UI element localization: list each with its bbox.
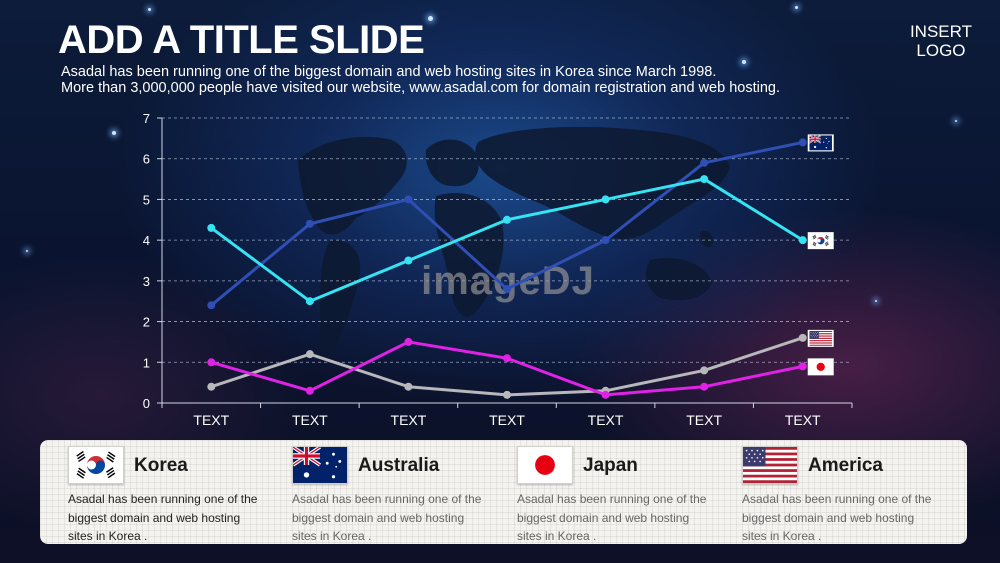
country-name: Korea bbox=[134, 455, 188, 476]
slide-title: ADD A TITLE SLIDE bbox=[58, 18, 425, 62]
flag-japan-icon bbox=[517, 446, 573, 484]
flag-japan-icon bbox=[809, 359, 832, 375]
data-point-korea bbox=[305, 297, 314, 306]
data-point-korea bbox=[700, 175, 709, 184]
data-point-korea bbox=[798, 236, 807, 245]
star-decoration bbox=[742, 60, 746, 64]
world-map-background bbox=[298, 126, 730, 360]
country-name: Japan bbox=[583, 455, 638, 476]
data-point-australia bbox=[601, 236, 610, 245]
star-decoration bbox=[26, 250, 28, 252]
data-point-america bbox=[305, 350, 314, 359]
data-point-japan bbox=[305, 386, 314, 395]
star-decoration bbox=[875, 300, 877, 302]
y-tick-label: 1 bbox=[143, 355, 150, 370]
flag-america-icon bbox=[742, 446, 798, 484]
data-point-japan bbox=[700, 382, 709, 391]
legend-panel: Korea Asadal has been running one of the … bbox=[40, 440, 967, 544]
country-name: Australia bbox=[358, 455, 440, 476]
star-decoration bbox=[428, 16, 433, 21]
x-tick-label: TEXT bbox=[193, 412, 229, 428]
data-point-australia bbox=[305, 219, 314, 228]
x-tick-label: TEXT bbox=[785, 412, 821, 428]
y-tick-label: 5 bbox=[143, 192, 150, 207]
data-point-america bbox=[700, 366, 709, 375]
flag-australia-icon bbox=[292, 446, 348, 484]
series-line-america bbox=[209, 336, 805, 397]
data-point-korea bbox=[207, 223, 216, 232]
data-point-korea bbox=[601, 195, 610, 204]
star-decoration bbox=[795, 6, 798, 9]
x-tick-label: TEXT bbox=[292, 412, 328, 428]
data-point-america bbox=[207, 382, 216, 391]
data-point-australia bbox=[207, 301, 216, 310]
flag-australia-icon bbox=[808, 135, 833, 151]
watermark-text: imageDJ bbox=[421, 259, 595, 303]
flag-america-icon bbox=[809, 330, 832, 346]
subtitle-line-1: Asadal has been running one of the bigge… bbox=[61, 64, 717, 80]
data-point-korea bbox=[404, 256, 413, 265]
star-decoration bbox=[148, 8, 151, 11]
data-point-australia bbox=[798, 138, 807, 147]
x-tick-label: TEXT bbox=[686, 412, 722, 428]
flag-korea-icon bbox=[809, 233, 832, 249]
country-name: America bbox=[808, 455, 883, 476]
x-tick-label: TEXT bbox=[588, 412, 624, 428]
star-decoration bbox=[955, 120, 957, 122]
logo-line-1: INSERT bbox=[909, 22, 972, 41]
data-point-japan bbox=[798, 362, 807, 371]
y-tick-label: 2 bbox=[143, 315, 150, 330]
country-description: Asadal has been running one of the bigge… bbox=[517, 492, 707, 543]
star-decoration bbox=[112, 131, 116, 135]
x-tick-label: TEXT bbox=[489, 412, 525, 428]
data-point-australia bbox=[503, 285, 511, 293]
data-point-america bbox=[404, 382, 413, 391]
data-point-australia bbox=[404, 195, 413, 204]
data-point-america bbox=[798, 333, 807, 342]
data-point-japan bbox=[404, 337, 413, 346]
y-tick-label: 6 bbox=[143, 152, 150, 167]
logo-placeholder: INSERT LOGO bbox=[910, 22, 972, 60]
flag-korea-icon bbox=[68, 446, 124, 484]
data-point-japan bbox=[601, 390, 610, 399]
data-point-korea bbox=[503, 215, 511, 224]
data-point-america bbox=[503, 390, 511, 399]
y-tick-label: 4 bbox=[143, 233, 150, 248]
y-tick-label: 3 bbox=[143, 274, 150, 289]
country-description: Asadal has been running one of the bigge… bbox=[68, 492, 258, 543]
country-description: Asadal has been running one of the bigge… bbox=[742, 492, 932, 543]
subtitle-line-2: More than 3,000,000 people have visited … bbox=[61, 80, 780, 96]
data-point-japan bbox=[503, 354, 511, 363]
logo-line-2: LOGO bbox=[916, 41, 966, 60]
y-tick-label: 7 bbox=[143, 111, 150, 126]
country-description: Asadal has been running one of the bigge… bbox=[292, 492, 482, 543]
x-tick-label: TEXT bbox=[391, 412, 427, 428]
y-tick-label: 0 bbox=[143, 396, 150, 411]
data-point-japan bbox=[207, 358, 216, 367]
data-point-australia bbox=[700, 158, 709, 167]
